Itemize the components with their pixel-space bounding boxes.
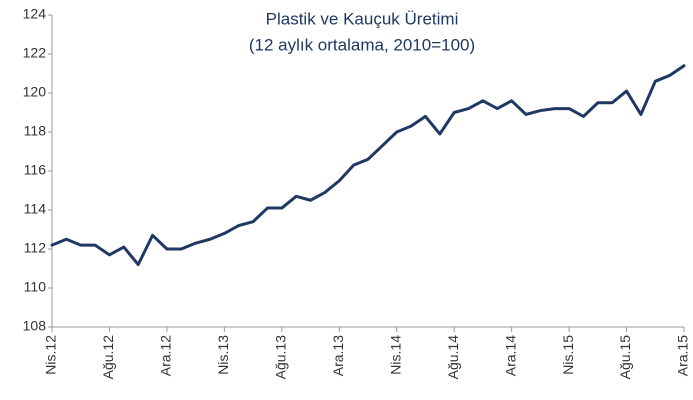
x-tick-label: Ağu.12 (100, 335, 116, 380)
x-tick-label: Ağu.15 (617, 335, 633, 380)
chart-subtitle: (12 aylık ortalama, 2010=100) (249, 35, 475, 54)
x-tick-label: Nis.14 (387, 335, 403, 375)
x-tick-label: Nis.15 (560, 335, 576, 375)
x-tick-label: Nis.12 (43, 335, 59, 375)
x-tick-label: Ara.13 (330, 335, 346, 376)
y-tick-label: 118 (24, 123, 47, 139)
x-tick-label: Ağu.14 (445, 335, 461, 380)
x-tick-label: Nis.13 (215, 335, 231, 375)
y-tick-label: 116 (24, 162, 47, 178)
x-tick-label: Ara.14 (502, 335, 518, 376)
y-tick-label: 122 (23, 45, 47, 61)
x-tick-label: Ara.15 (675, 335, 691, 376)
y-tick-label: 108 (23, 318, 47, 334)
y-tick-label: 124 (23, 6, 47, 22)
chart-title: Plastik ve Kauçuk Üretimi (266, 9, 459, 28)
line-series (50, 64, 686, 267)
y-tick-label: 110 (24, 279, 47, 295)
y-tick-label: 112 (24, 240, 47, 256)
y-tick-label: 114 (24, 201, 47, 217)
x-tick-label: Ağu.13 (273, 335, 289, 380)
y-tick-label: 120 (23, 84, 47, 100)
x-tick-label: Ara.12 (158, 335, 174, 376)
